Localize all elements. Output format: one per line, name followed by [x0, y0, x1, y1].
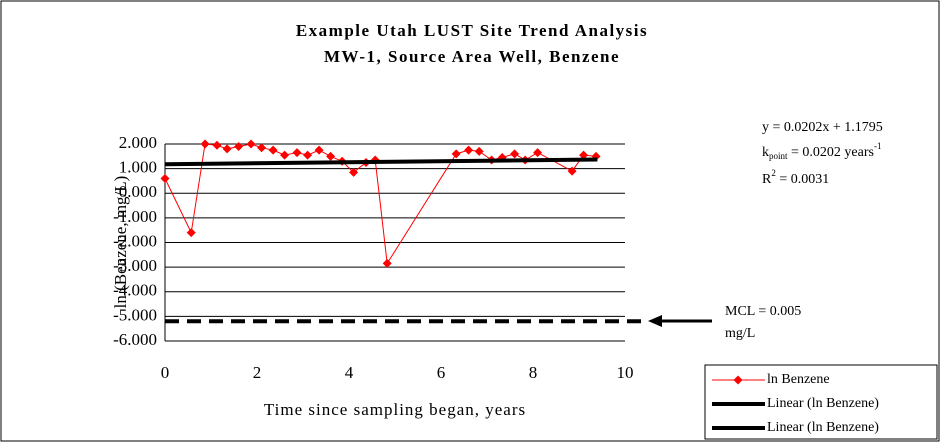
chart-title: Example Utah LUST Site Trend Analysis: [296, 21, 648, 40]
data-point: [160, 173, 170, 183]
data-point: [212, 140, 222, 150]
y-tick-label: 2.000: [119, 133, 157, 152]
data-point: [382, 258, 392, 268]
x-tick-label: 6: [437, 363, 446, 382]
data-point: [474, 146, 484, 156]
x-tick-label: 8: [529, 363, 538, 382]
x-tick-label: 2: [253, 363, 262, 382]
data-point: [280, 150, 290, 160]
x-tick-label: 10: [617, 363, 634, 382]
legend-label: ln Benzene: [767, 372, 830, 387]
k-sub: point: [769, 151, 788, 161]
data-point: [567, 166, 577, 176]
data-point: [326, 151, 336, 161]
y-tick-label: 0.000: [119, 182, 157, 201]
k-base: k: [762, 145, 769, 160]
data-point: [200, 139, 210, 149]
equation: y = 0.0202x + 1.1795: [762, 120, 883, 135]
mcl-unit: mg/L: [725, 326, 755, 341]
x-tick-label: 0: [161, 363, 170, 382]
y-tick-label: -6.000: [113, 330, 157, 349]
k-sup: -1: [874, 141, 882, 151]
legend-label: Linear (ln Benzene): [767, 420, 879, 435]
y-tick-label: -3.000: [113, 256, 157, 275]
rate-constant: kpoint = 0.0202 years-1: [762, 141, 881, 161]
mcl-label: MCL = 0.005: [725, 304, 801, 319]
y-tick-label: -2.000: [113, 231, 157, 250]
r2-text: = 0.0031: [776, 172, 829, 187]
y-tick-label: 1.000: [119, 158, 157, 177]
chart-subtitle: MW-1, Source Area Well, Benzene: [324, 47, 620, 66]
x-tick-label: 4: [345, 363, 354, 382]
data-point: [292, 148, 302, 158]
r-squared: R2 = 0.0031: [762, 168, 829, 187]
r2-sup: 2: [771, 168, 776, 178]
x-axis-label: Time since sampling began, years: [264, 400, 526, 419]
k-text: = 0.0202 years: [788, 145, 874, 160]
data-point: [510, 149, 520, 159]
r2-base: R: [762, 172, 772, 187]
y-tick-label: -4.000: [113, 281, 157, 300]
data-point: [451, 149, 461, 159]
data-point: [186, 228, 196, 238]
data-point: [349, 167, 359, 177]
data-point: [268, 145, 278, 155]
legend-marker: [733, 375, 743, 385]
legend-label: Linear (ln Benzene): [767, 396, 879, 411]
y-axis-label: ln (Benzene, mg/L): [111, 176, 130, 309]
data-point: [314, 145, 324, 155]
y-tick-label: -5.000: [113, 305, 157, 324]
data-point: [303, 150, 313, 160]
data-point: [464, 145, 474, 155]
trend-line: [164, 157, 598, 167]
data-point: [579, 150, 589, 160]
data-point: [222, 144, 232, 154]
data-point: [234, 141, 244, 151]
data-point: [257, 143, 267, 153]
y-tick-label: -1.000: [113, 207, 157, 226]
data-point: [246, 139, 256, 149]
mcl-arrowhead: [648, 315, 662, 327]
data-point: [533, 148, 543, 158]
